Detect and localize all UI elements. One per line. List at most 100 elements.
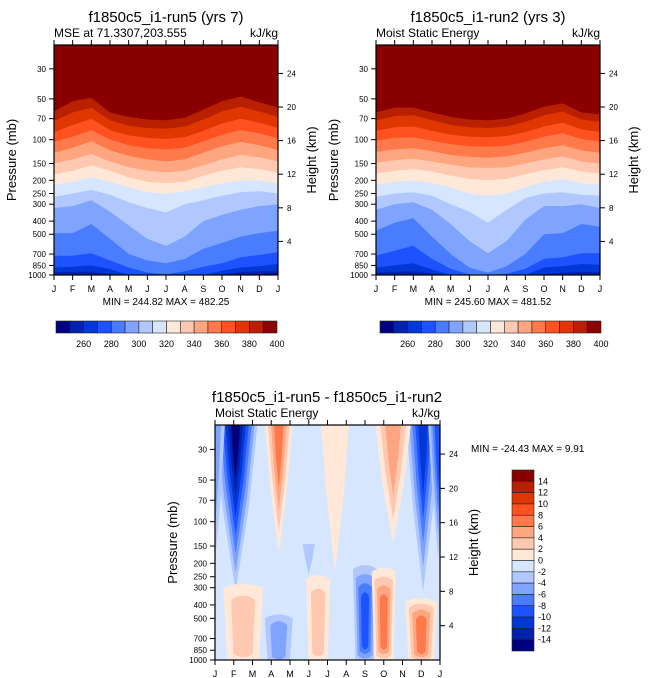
- y-right-tick-label: 8: [449, 587, 454, 596]
- y-axis-label: Pressure (mb): [326, 119, 341, 201]
- x-tick-label: J: [145, 284, 150, 294]
- colorbar-box: [573, 320, 588, 334]
- y-right-tick-label: 12: [609, 170, 618, 179]
- contour-band: [54, 264, 278, 275]
- colorbar-label: 360: [538, 339, 553, 349]
- colorbar-label: 2: [538, 544, 543, 554]
- y-right-tick-label: 24: [449, 450, 458, 459]
- colorbar-box: [586, 320, 602, 334]
- contour-band: [215, 425, 222, 529]
- panel-run5: J F M A M J J A S O N D J 30 50 70 100 150 200 250 300 400 500…: [4, 9, 319, 349]
- colorbar-label: 300: [131, 339, 146, 349]
- colorbar-box: [511, 582, 535, 595]
- colorbar-label: -6: [538, 589, 546, 599]
- colorbar-label: 260: [400, 339, 415, 349]
- contour-band: [418, 425, 428, 496]
- colorbar-box: [511, 639, 535, 652]
- colorbar-box: [249, 320, 264, 334]
- colorbar-box: [511, 514, 535, 527]
- colorbar-label: -10: [538, 612, 551, 622]
- y-right-tick-label: 24: [609, 69, 618, 78]
- y-tick-label: 50: [37, 95, 46, 104]
- colorbar-box: [545, 320, 560, 334]
- x-tick-label: J: [438, 669, 443, 678]
- x-tick-label: N: [237, 284, 244, 294]
- y-tick-label: 250: [355, 189, 369, 198]
- y-tick-label: 500: [33, 230, 47, 239]
- colorbar-box: [511, 469, 535, 482]
- colorbar-label: 6: [538, 522, 543, 532]
- y-tick-label: 850: [355, 261, 369, 270]
- y-tick-label: 1000: [350, 271, 368, 280]
- y-tick-label: 300: [33, 200, 47, 209]
- x-tick-label: J: [213, 669, 218, 678]
- x-tick-label: D: [418, 669, 425, 678]
- x-tick-label: J: [276, 284, 281, 294]
- y-right-tick-label: 20: [449, 484, 458, 493]
- colorbar-label: 400: [269, 339, 284, 349]
- x-tick-label: J: [486, 284, 491, 294]
- colorbar-box: [235, 320, 250, 334]
- colorbar-box: [531, 320, 547, 334]
- colorbar-box: [69, 320, 84, 334]
- colorbar-box: [407, 320, 422, 334]
- x-tick-label: O: [218, 284, 225, 294]
- colorbar-label: 0: [538, 556, 543, 566]
- y-tick-label: 150: [33, 159, 47, 168]
- y-tick-label: 1000: [28, 271, 46, 280]
- y-tick-label: 300: [355, 200, 369, 209]
- colorbar-box: [511, 560, 535, 573]
- minmax-text: MIN = 245.60 MAX = 481.52: [425, 297, 552, 308]
- x-tick-label: D: [256, 284, 263, 294]
- colorbar-label: 400: [593, 339, 608, 349]
- colorbar-label: 380: [566, 339, 581, 349]
- contour-band: [415, 615, 427, 655]
- y-tick-label: 700: [33, 250, 47, 259]
- y-axis-label: Pressure (mb): [165, 501, 180, 583]
- y-right-tick-label: 16: [449, 519, 458, 528]
- colorbar-label: 4: [538, 533, 543, 543]
- colorbar-label: -8: [538, 601, 546, 611]
- y-right-tick-label: 12: [287, 170, 296, 179]
- contour-band: [273, 425, 284, 489]
- x-tick-label: A: [343, 669, 349, 678]
- colorbar-box: [110, 320, 126, 334]
- x-tick-label: A: [504, 284, 510, 294]
- x-tick-label: F: [231, 669, 237, 678]
- x-tick-label: M: [88, 284, 96, 294]
- contour-band: [376, 263, 600, 275]
- y-tick-label: 30: [359, 65, 368, 74]
- y-tick-label: 400: [355, 217, 369, 226]
- colorbar-box: [262, 320, 278, 334]
- contour-fill: [54, 45, 278, 275]
- colorbar-box: [511, 616, 535, 629]
- x-tick-label: F: [392, 284, 398, 294]
- colorbar-box: [511, 537, 535, 550]
- colorbar-box: [193, 320, 209, 334]
- y-tick-label: 100: [194, 518, 208, 527]
- minmax-text: MIN = -24.43 MAX = 9.91: [471, 444, 585, 455]
- contour-band: [434, 425, 440, 490]
- x-tick-label: M: [447, 284, 455, 294]
- y-axis-label: Pressure (mb): [4, 119, 19, 201]
- x-tick-label: D: [578, 284, 585, 294]
- y-right-tick-label: 24: [287, 69, 296, 78]
- x-tick-label: S: [362, 669, 368, 678]
- colorbar-label: 300: [455, 339, 470, 349]
- y-right-tick-label: 20: [287, 103, 296, 112]
- contour-band: [54, 270, 278, 275]
- left-string: Moist Static Energy: [376, 26, 479, 40]
- y-tick-label: 850: [33, 261, 47, 270]
- contour-band: [385, 425, 401, 496]
- colorbar-label: 12: [538, 488, 548, 498]
- y-tick-label: 100: [355, 136, 369, 145]
- y-tick-label: 150: [194, 542, 208, 551]
- x-tick-label: F: [70, 284, 76, 294]
- right-string: kJ/kg: [250, 26, 278, 40]
- x-tick-label: A: [182, 284, 188, 294]
- colorbar-box: [221, 320, 236, 334]
- contour-band: [231, 595, 256, 657]
- chart-title: f1850c5_i1-run5 - f1850c5_i1-run2: [212, 389, 442, 406]
- contour-band: [302, 544, 315, 575]
